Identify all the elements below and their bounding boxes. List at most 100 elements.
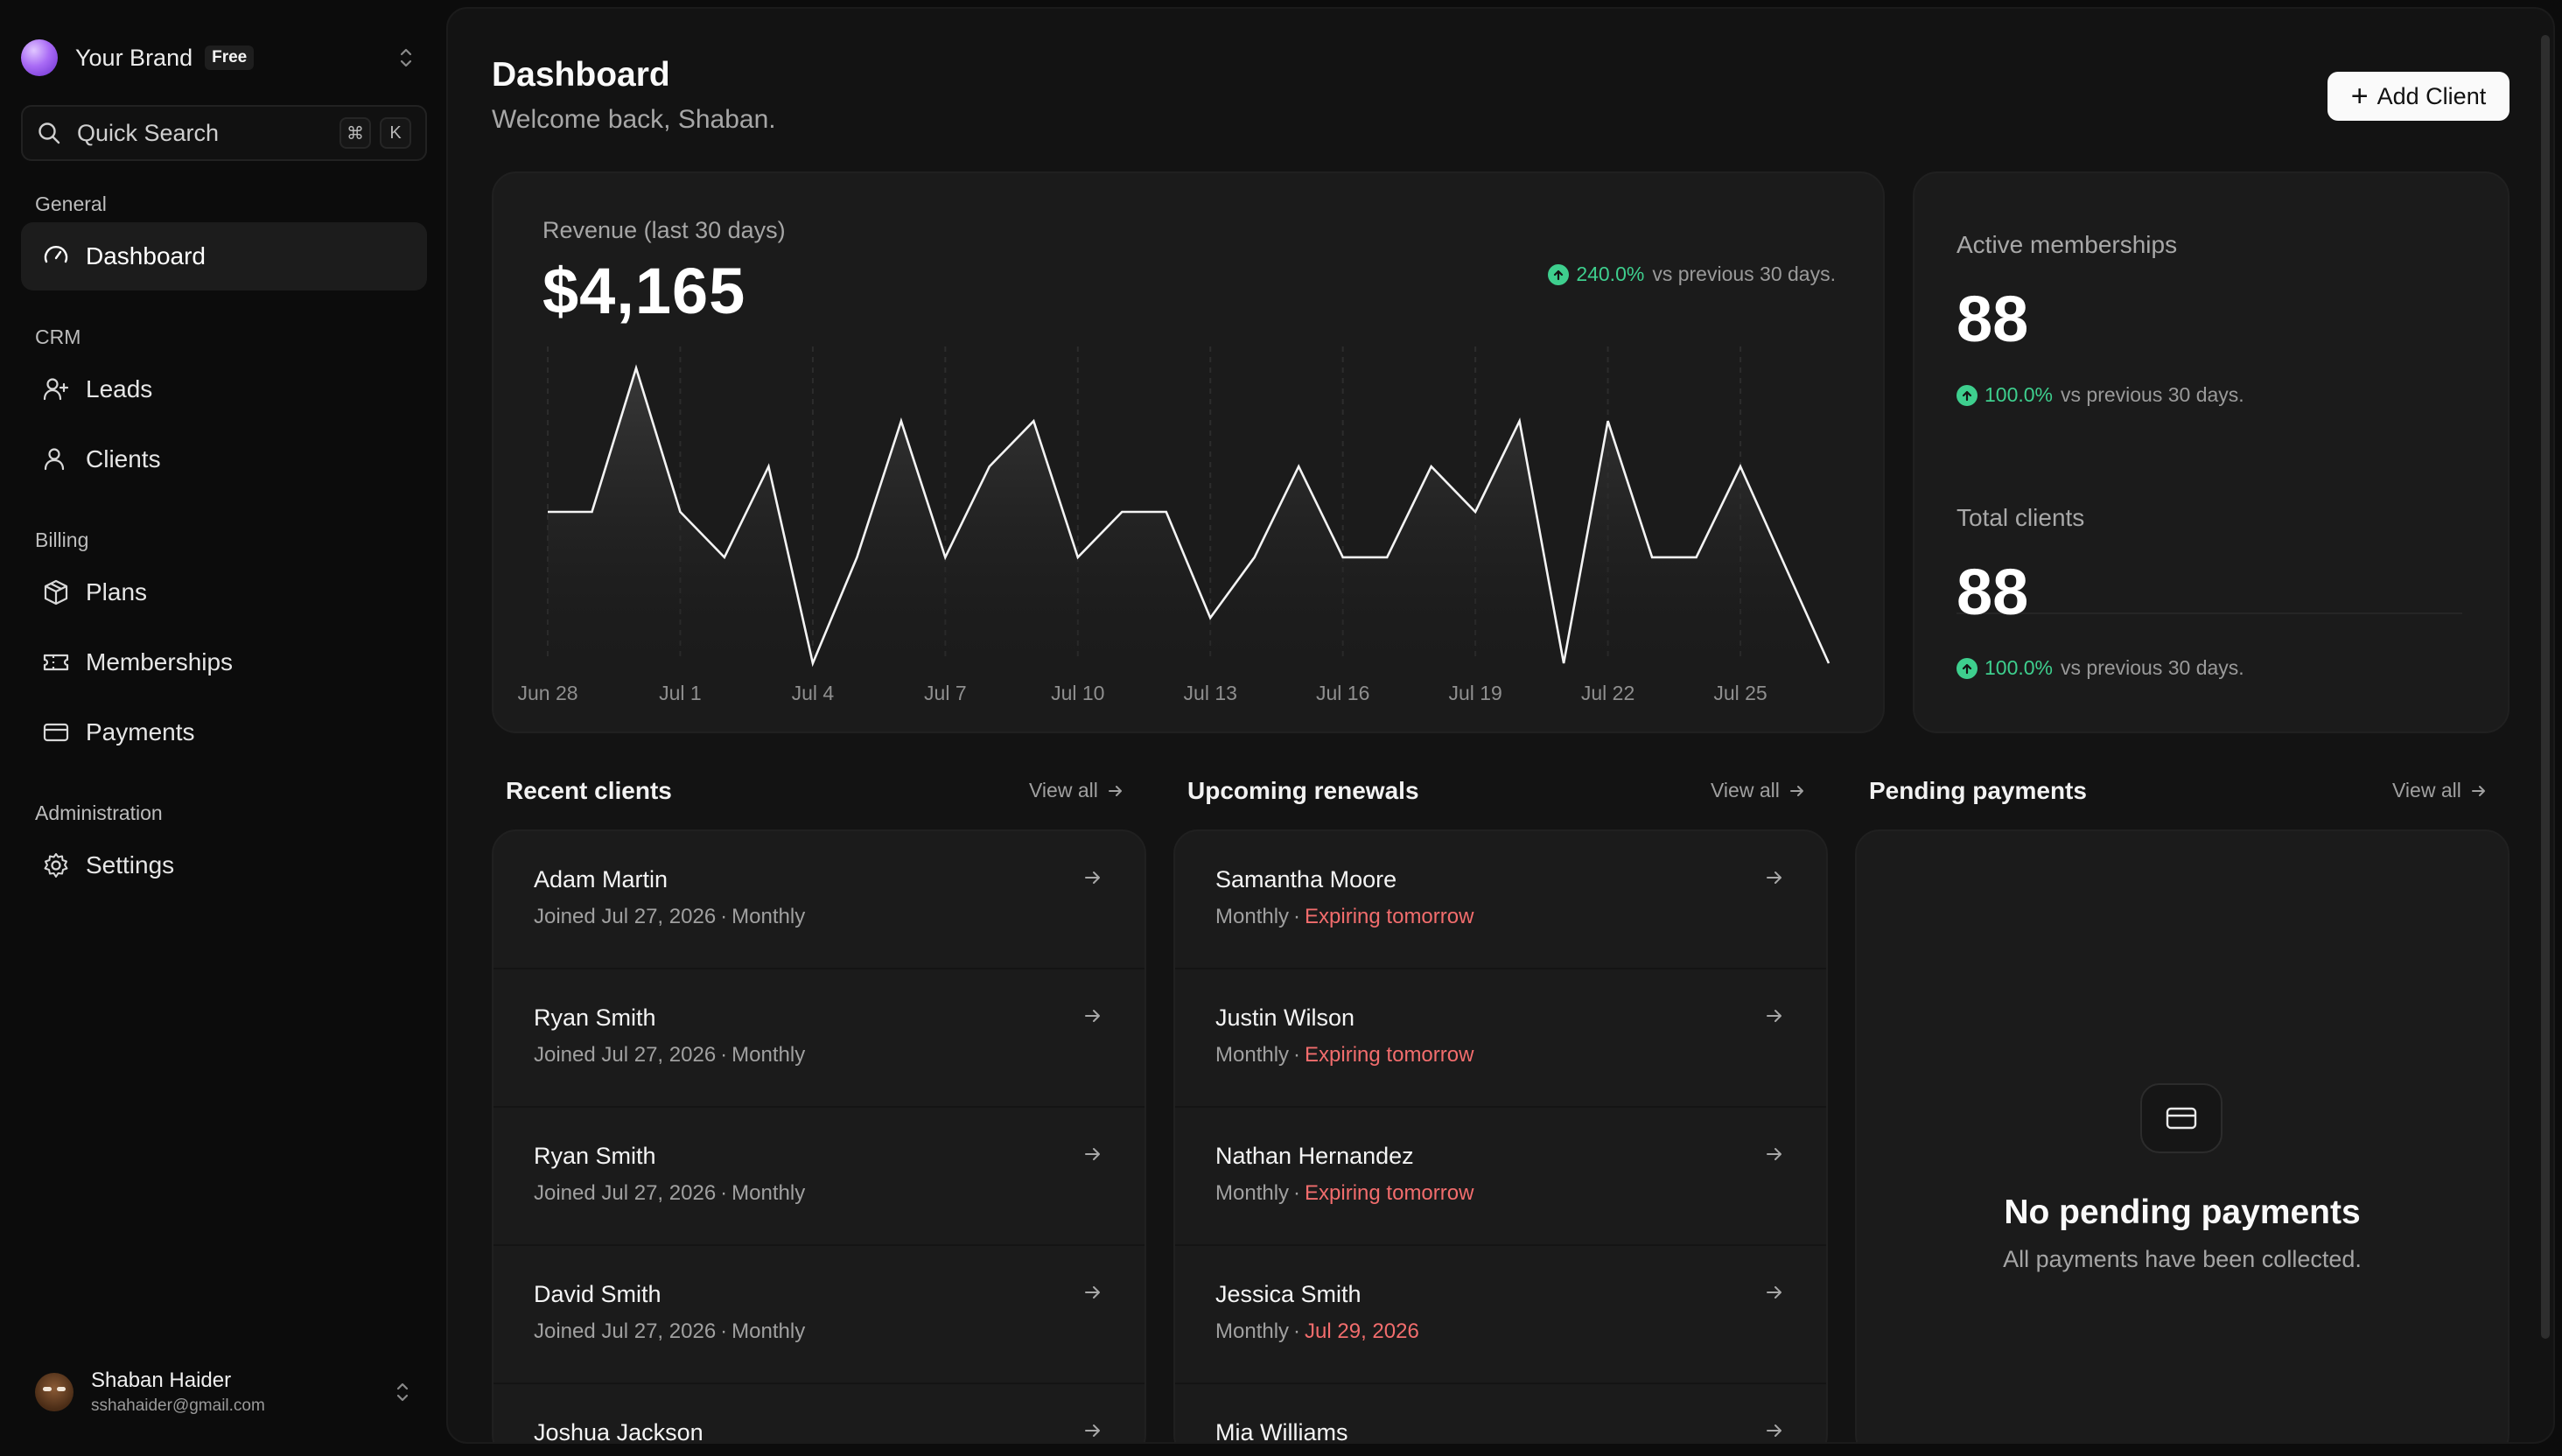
arrow-right-icon[interactable] — [1765, 868, 1784, 892]
pending-payments-view-all[interactable]: View all — [2392, 779, 2488, 802]
pending-payments-panel: No pending payments All payments have be… — [1855, 830, 2510, 1442]
sidebar-item-settings[interactable]: Settings — [21, 831, 427, 900]
search-icon — [38, 122, 60, 144]
chart-point[interactable] — [1208, 615, 1213, 620]
revenue-change: 240.0% vs previous 30 days. — [1548, 262, 1836, 286]
client-row[interactable]: Joshua Jackson — [494, 1384, 1144, 1442]
separator-dot: · — [720, 905, 728, 928]
arrow-right-icon[interactable] — [1083, 868, 1102, 892]
chart-point[interactable] — [1606, 418, 1611, 424]
sidebar-item-plans[interactable]: Plans — [21, 558, 427, 626]
chart-point[interactable] — [1340, 555, 1346, 560]
chart-line — [548, 364, 1830, 668]
renewal-row[interactable]: Justin Wilson Monthly · Expiring tomorrow — [1175, 970, 1826, 1108]
view-all-label: View all — [1029, 779, 1098, 802]
renewal-row[interactable]: Samantha Moore Monthly · Expiring tomorrow — [1175, 831, 1826, 970]
chart-point[interactable] — [1473, 509, 1478, 514]
arrow-right-icon[interactable] — [1765, 1144, 1784, 1168]
sidebar-item-dashboard[interactable]: Dashboard — [21, 222, 427, 290]
chart-point[interactable] — [1164, 509, 1169, 514]
chart-point[interactable] — [1075, 555, 1081, 560]
arrow-right-icon[interactable] — [1765, 1006, 1784, 1030]
chart-point[interactable] — [1384, 555, 1390, 560]
quick-search[interactable]: Quick Search ⌘ K — [21, 105, 427, 161]
chart-point[interactable] — [810, 661, 816, 666]
chart-point[interactable] — [766, 464, 771, 469]
arrow-right-icon[interactable] — [1083, 1421, 1102, 1442]
chart-point[interactable] — [1782, 563, 1788, 568]
renewal-meta: Monthly · Jul 29, 2026 — [1215, 1320, 1419, 1344]
nav-section-crm: CRM — [35, 326, 81, 348]
chart-point[interactable] — [1826, 661, 1831, 666]
empty-state-subtitle: All payments have been collected. — [2003, 1246, 2362, 1272]
sidebar-item-label: Clients — [86, 445, 161, 472]
sidebar-item-payments[interactable]: Payments — [21, 698, 427, 766]
separator-dot: · — [1293, 1320, 1301, 1343]
clients-change: 100.0% vs previous 30 days. — [1956, 656, 2244, 680]
chart-point[interactable] — [1031, 418, 1036, 424]
renewal-meta: Monthly · Expiring tomorrow — [1215, 905, 1474, 929]
chart-point[interactable] — [1738, 464, 1743, 469]
k-key: K — [380, 117, 411, 149]
brand-switcher[interactable]: Your Brand Free — [21, 24, 415, 91]
chart-tick-label: Jul 16 — [1316, 682, 1369, 704]
renewal-status: Expiring tomorrow — [1305, 1043, 1474, 1067]
arrow-right-icon[interactable] — [1765, 1421, 1784, 1442]
chart-point[interactable] — [1252, 555, 1257, 560]
chart-point[interactable] — [634, 366, 639, 371]
chart-point[interactable] — [589, 509, 594, 514]
client-row[interactable]: David Smith Joined Jul 27, 2026 · Monthly — [494, 1246, 1144, 1384]
sidebar-item-clients[interactable]: Clients — [21, 425, 427, 494]
chart-point[interactable] — [942, 555, 948, 560]
client-row[interactable]: Adam Martin Joined Jul 27, 2026 · Monthly — [494, 831, 1144, 970]
chart-point[interactable] — [1296, 464, 1301, 469]
chart-tick-label: Jun 28 — [517, 682, 578, 704]
chart-point[interactable] — [899, 418, 904, 424]
change-percent: 100.0% — [1984, 383, 2054, 406]
sidebar-item-label: Plans — [86, 578, 148, 606]
chart-point[interactable] — [677, 509, 682, 514]
arrow-up-circle-icon — [1956, 657, 1978, 679]
avatar — [35, 1373, 74, 1411]
add-client-button[interactable]: + Add Client — [2328, 72, 2510, 121]
page-title: Dashboard — [492, 56, 670, 94]
renewals-view-all[interactable]: View all — [1711, 779, 1806, 802]
recent-clients-view-all[interactable]: View all — [1029, 779, 1124, 802]
scrollbar[interactable] — [2541, 35, 2550, 1339]
sidebar-item-label: Leads — [86, 375, 153, 402]
chart-point[interactable] — [1649, 555, 1655, 560]
chart-point[interactable] — [1429, 464, 1434, 469]
renewal-row[interactable]: Nathan Hernandez Monthly · Expiring tomorro… — [1175, 1108, 1826, 1246]
chart-point[interactable] — [545, 509, 550, 514]
user-menu[interactable]: Shaban Haider sshahaider@gmail.com — [35, 1362, 411, 1423]
change-text: vs previous 30 days. — [2061, 656, 2244, 679]
chart-point[interactable] — [1517, 418, 1522, 424]
sidebar-item-label: Payments — [86, 718, 195, 746]
renewal-row[interactable]: Jessica Smith Monthly · Jul 29, 2026 — [1175, 1246, 1826, 1384]
arrow-right-icon[interactable] — [1083, 1144, 1102, 1168]
arrow-right-icon[interactable] — [1083, 1283, 1102, 1306]
client-row[interactable]: Ryan Smith Joined Jul 27, 2026 · Monthly — [494, 1108, 1144, 1246]
revenue-chart[interactable]: Jun 28 Jul 1 Jul 4 Jul 7 Jul 10 Jul 13 Jul 16 J… — [494, 173, 1886, 735]
arrow-right-icon[interactable] — [1083, 1006, 1102, 1030]
active-memberships-value: 88 — [1956, 283, 2029, 355]
revenue-value: $4,165 — [542, 255, 746, 327]
renewal-row[interactable]: Mia Williams — [1175, 1384, 1826, 1442]
chart-point[interactable] — [1694, 555, 1699, 560]
recent-clients-list: Adam Martin Joined Jul 27, 2026 · Monthly Ry… — [492, 830, 1146, 1442]
chart-point[interactable] — [854, 555, 859, 560]
joined-date: Joined Jul 27, 2026 — [534, 1181, 717, 1205]
sidebar-item-memberships[interactable]: Memberships — [21, 628, 427, 696]
chart-point[interactable] — [987, 464, 992, 469]
chart-point[interactable] — [1561, 661, 1566, 666]
chart-point[interactable] — [1119, 509, 1124, 514]
divider — [1956, 612, 2462, 614]
sidebar-item-leads[interactable]: Leads — [21, 355, 427, 424]
arrow-right-icon[interactable] — [1765, 1283, 1784, 1306]
separator-dot: · — [720, 1043, 728, 1067]
sidebar-item-label: Dashboard — [86, 242, 206, 270]
renewal-name: Jessica Smith — [1215, 1281, 1362, 1307]
client-row[interactable]: Ryan Smith Joined Jul 27, 2026 · Monthly — [494, 970, 1144, 1108]
brand-logo — [21, 39, 58, 76]
chart-point[interactable] — [722, 555, 727, 560]
